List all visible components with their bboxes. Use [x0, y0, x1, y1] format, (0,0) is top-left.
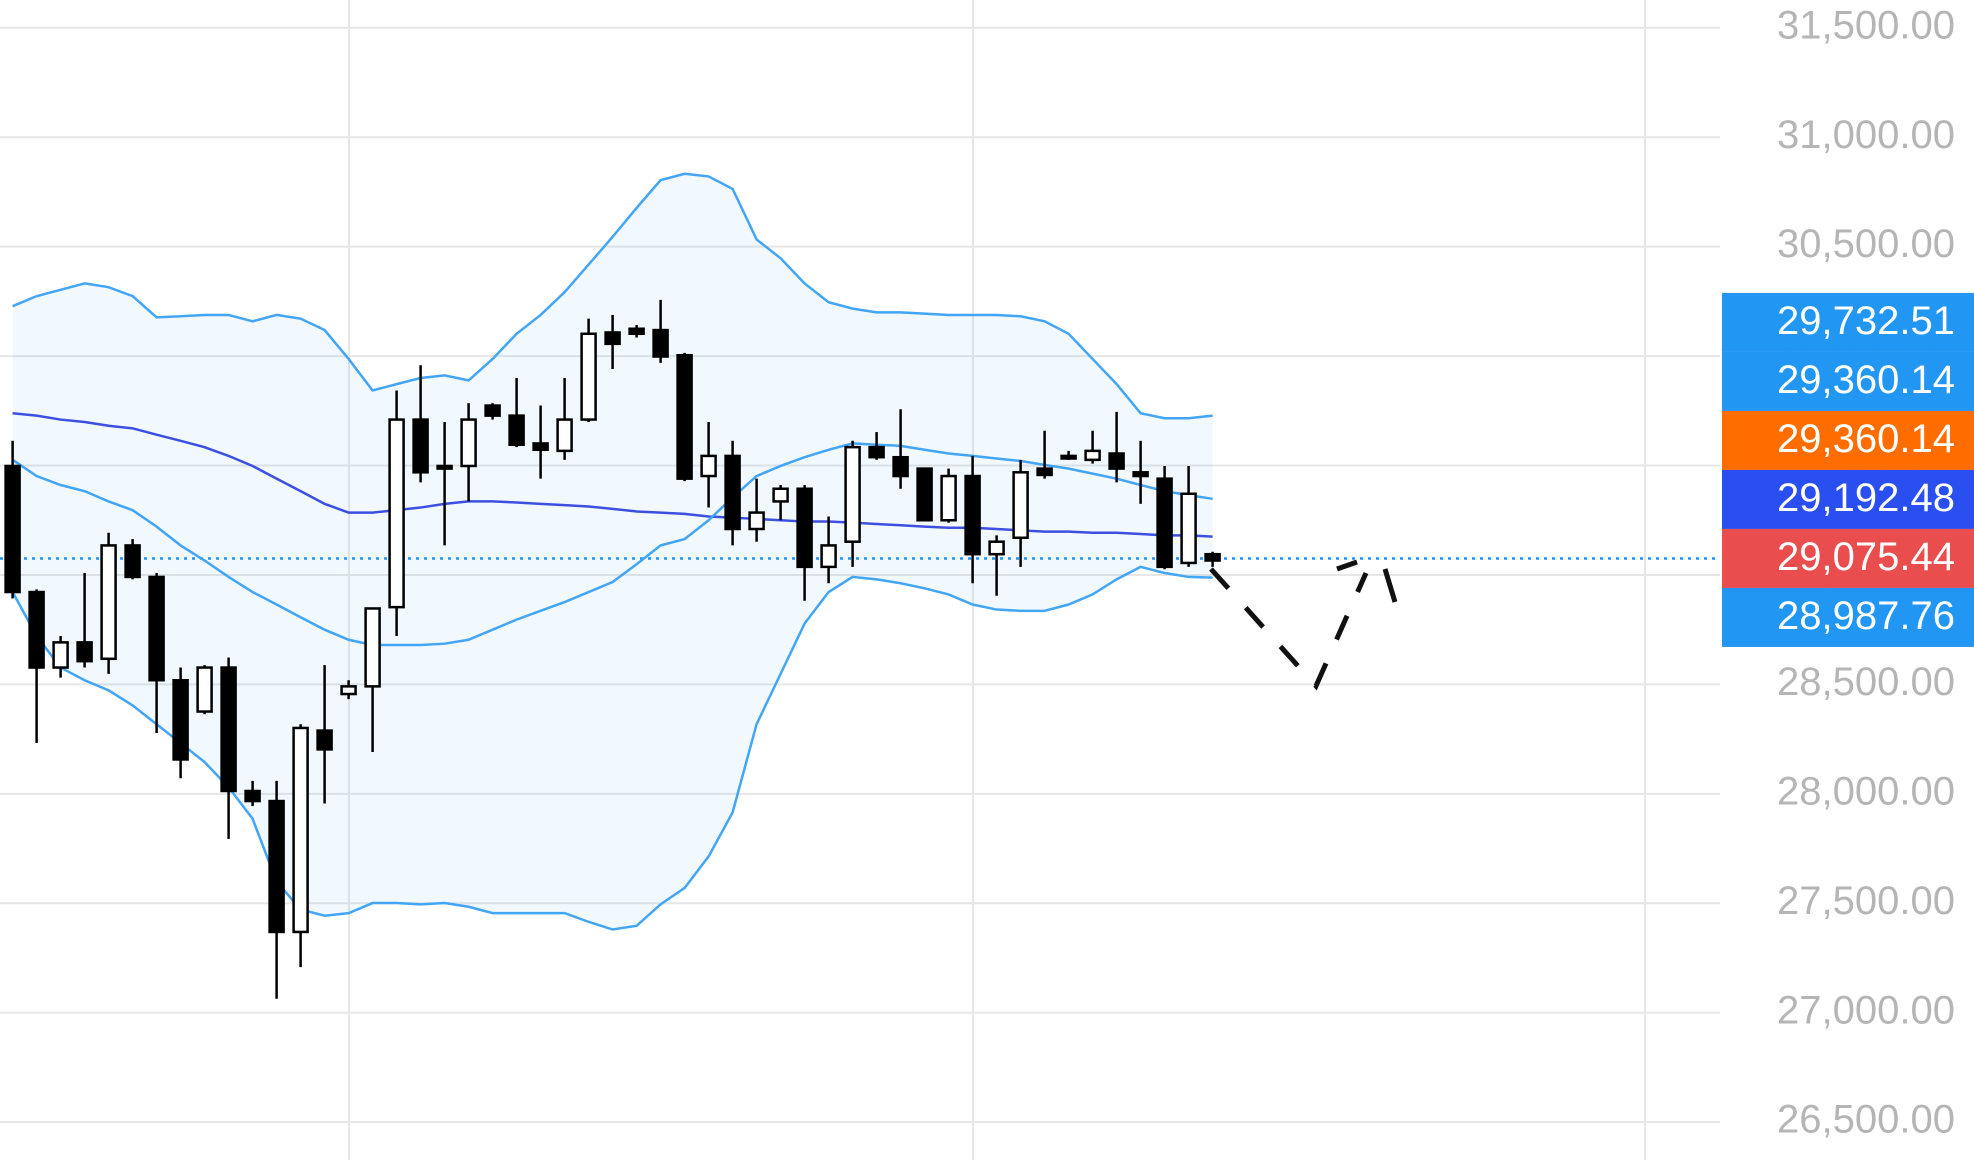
drawing-projection [1382, 568, 1398, 603]
candle-body [628, 327, 645, 336]
candle-body [1036, 467, 1053, 477]
candle-body [796, 487, 813, 569]
price-badge-label: 28,987.76 [1777, 594, 1955, 638]
price-badge [1722, 469, 1974, 529]
price-badge [1722, 528, 1974, 588]
y-tick-label: 26,500.00 [1777, 1098, 1955, 1142]
price-labels: 29,732.51 29,360.14 29,360.14 29,192.48 29,0… [1722, 292, 1974, 647]
candle-body [1180, 492, 1197, 565]
price-badge [1722, 351, 1974, 411]
candle-body [364, 607, 381, 688]
candle-body [388, 418, 405, 609]
candle-body [1132, 471, 1149, 478]
candle-body [1012, 471, 1029, 540]
y-tick-label: 27,500.00 [1777, 879, 1955, 923]
candle-body [484, 404, 501, 417]
candle-body [412, 418, 429, 474]
candle-body [4, 464, 21, 594]
overlay-line [11, 442, 1213, 647]
candle-body [772, 487, 789, 503]
candle-body [316, 729, 333, 751]
y-tick-label: 31,000.00 [1777, 113, 1955, 157]
candle-body [244, 789, 261, 803]
candle-body [916, 467, 933, 522]
y-tick-label: 27,000.00 [1777, 988, 1955, 1032]
candle-body [556, 418, 573, 453]
candle-body [268, 799, 285, 934]
candle-body [100, 544, 117, 661]
candle-body [28, 590, 45, 669]
price-badge [1722, 292, 1974, 352]
candle-body [700, 454, 717, 478]
candle-body [1204, 552, 1221, 562]
candle-body [844, 445, 861, 543]
candle-body [220, 666, 237, 793]
candle-body [652, 328, 669, 358]
candle-body [508, 414, 525, 446]
price-badge-label: 29,732.51 [1777, 299, 1955, 343]
y-tick-label: 28,000.00 [1777, 769, 1955, 813]
candle-body [52, 641, 69, 669]
candle-body [172, 678, 189, 761]
band-fill [12, 173, 1213, 930]
candle-body [1060, 454, 1077, 460]
price-badge-label: 29,360.14 [1777, 417, 1955, 461]
candle-body [940, 474, 957, 522]
candle-body [580, 332, 597, 421]
overlay-line [12, 172, 1213, 420]
overlay-line [11, 565, 1213, 931]
candle-layer [4, 299, 1221, 999]
candle-body [340, 685, 357, 696]
candle-body [124, 544, 141, 579]
candle-body [1084, 449, 1101, 462]
drawing-projection [1209, 567, 1369, 691]
price-badge-label: 29,075.44 [1777, 535, 1955, 579]
candle-body [964, 474, 981, 556]
candle-body [196, 666, 213, 713]
y-tick-label: 30,500.00 [1777, 222, 1955, 266]
candle-body [748, 511, 765, 531]
candle-body [868, 445, 885, 459]
band-fill-layer [12, 173, 1213, 930]
drawing-projection [1336, 559, 1358, 572]
candle-body [76, 641, 93, 663]
price-badge [1722, 587, 1974, 647]
candle-body [1108, 452, 1125, 470]
candle-body [1156, 477, 1173, 569]
candle-body [532, 442, 549, 452]
candle-body [988, 540, 1005, 556]
price-badge-label: 29,192.48 [1777, 476, 1955, 520]
candle-body [676, 353, 693, 480]
candle-body [724, 454, 741, 531]
candle-body [148, 575, 165, 682]
candle-body [460, 418, 477, 468]
candle-body [892, 455, 909, 478]
candle-body [820, 544, 837, 569]
y-tick-label: 28,500.00 [1777, 660, 1955, 704]
candle-body [604, 331, 621, 346]
candle-body [436, 464, 453, 470]
grid [0, 0, 1720, 1160]
price-badge-label: 29,360.14 [1777, 358, 1955, 402]
price-badge [1722, 410, 1974, 470]
y-tick-label: 31,500.00 [1777, 3, 1955, 47]
candle-body [292, 726, 309, 934]
